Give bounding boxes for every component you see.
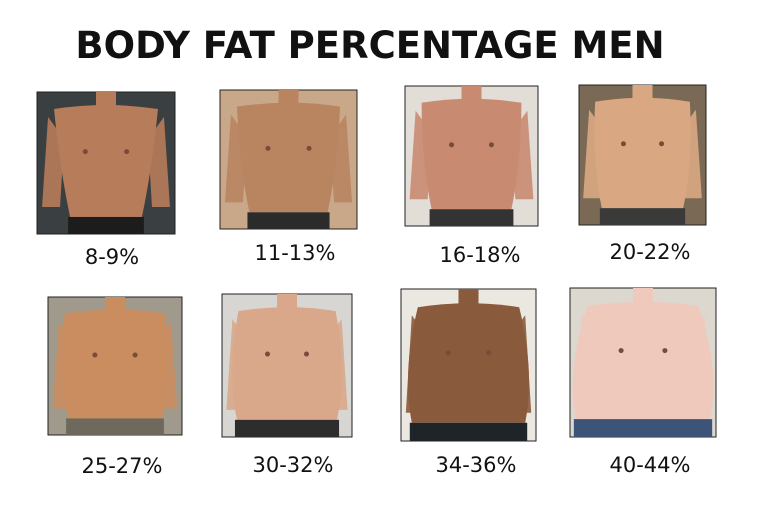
chest-detail [265,145,271,151]
percentage-label: 20-22% [610,240,691,264]
pants [409,422,528,441]
torso [62,309,168,419]
pants [599,208,686,225]
torso [594,97,691,209]
title: BODY FAT PERCENTAGE MEN [75,24,664,67]
pants [247,212,330,229]
photo: 34-36% [400,288,537,477]
photo-grid: 8-9% 11-13% 16-18% 20-22% 25-27% 30-32% 34-36%… [36,84,717,478]
photo: 20-22% [578,84,707,264]
torso [236,102,341,213]
chest-detail [306,145,312,151]
chest-detail [265,351,270,357]
chest-detail [449,142,455,148]
torso [407,303,530,423]
percentage-label: 30-32% [253,453,334,477]
percentage-label: 8-9% [85,245,139,269]
chest-detail [445,350,451,356]
torso [572,301,714,420]
chest-detail [304,351,309,357]
chest-detail [132,352,138,358]
pants [429,209,514,226]
photo: 8-9% [36,91,176,269]
percentage-label: 11-13% [255,241,336,265]
photo: 11-13% [219,89,358,265]
chest-detail [488,142,494,148]
chest-detail [92,352,98,358]
percentage-label: 40-44% [610,453,691,477]
percentage-label: 25-27% [82,454,163,478]
pants [66,418,164,435]
percentage-label: 34-36% [436,453,517,477]
chest-detail [124,149,130,155]
pants [68,216,144,234]
torso [54,105,158,217]
chest-detail [662,348,668,354]
chest-detail [659,141,665,147]
chest-detail [620,141,626,147]
percentage-label: 16-18% [440,243,521,267]
torso [232,307,342,420]
chest-detail [618,348,624,354]
photo: 30-32% [221,293,353,477]
chest-detail [82,149,88,155]
pants [573,419,713,437]
torso [421,98,522,210]
photo: 40-44% [569,287,717,477]
chest-detail [486,350,492,356]
photo: 25-27% [47,296,183,478]
pants [234,419,340,437]
photo: 16-18% [404,85,539,267]
